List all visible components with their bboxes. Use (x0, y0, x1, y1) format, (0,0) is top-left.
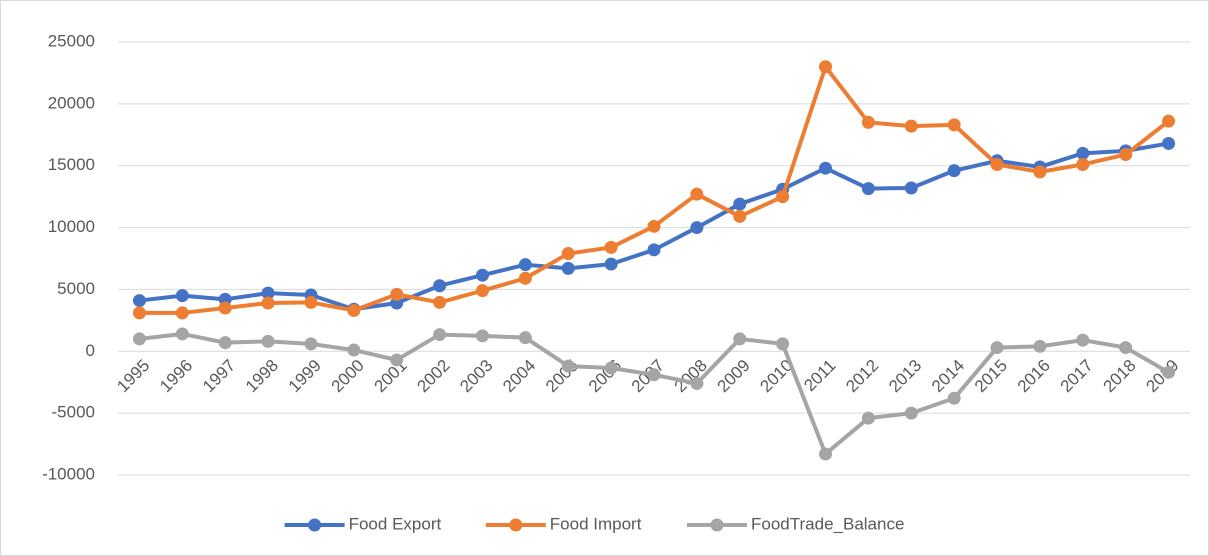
marker (1033, 339, 1047, 353)
marker (475, 284, 489, 298)
marker (175, 306, 189, 320)
legend-marker (308, 518, 322, 532)
y-tick-label: 15000 (48, 155, 95, 174)
marker (776, 337, 790, 351)
marker (218, 301, 232, 315)
marker (261, 286, 275, 300)
marker (733, 197, 747, 211)
marker (733, 332, 747, 346)
marker (604, 240, 618, 254)
marker (904, 406, 918, 420)
marker (904, 181, 918, 195)
marker (990, 157, 1004, 171)
marker (561, 247, 575, 261)
legend-label: Food Import (550, 514, 642, 533)
marker (1162, 365, 1176, 379)
marker (518, 258, 532, 272)
marker (518, 271, 532, 285)
marker (390, 287, 404, 301)
marker (261, 296, 275, 310)
marker (1076, 333, 1090, 347)
marker (947, 164, 961, 178)
marker (690, 221, 704, 235)
y-tick-label: 5000 (57, 279, 95, 298)
marker (261, 334, 275, 348)
marker (175, 327, 189, 341)
marker (690, 376, 704, 390)
marker (347, 303, 361, 317)
marker (175, 289, 189, 303)
marker (776, 190, 790, 204)
marker (132, 306, 146, 320)
legend-label: Food Export (349, 514, 442, 533)
marker (1076, 157, 1090, 171)
marker (561, 261, 575, 275)
marker (733, 209, 747, 223)
y-tick-label: 25000 (48, 31, 95, 50)
marker (390, 353, 404, 367)
marker (304, 337, 318, 351)
marker (1076, 146, 1090, 160)
marker (904, 119, 918, 133)
marker (647, 243, 661, 257)
marker (475, 268, 489, 282)
marker (304, 295, 318, 309)
marker (647, 368, 661, 382)
marker (433, 279, 447, 293)
y-tick-label: 20000 (48, 93, 95, 112)
marker (861, 182, 875, 196)
marker (1162, 114, 1176, 128)
marker (604, 257, 618, 271)
marker (1119, 148, 1133, 162)
marker (819, 161, 833, 175)
legend-marker (710, 518, 724, 532)
y-tick-label: -5000 (52, 403, 95, 422)
marker (433, 295, 447, 309)
marker (132, 294, 146, 308)
marker (690, 187, 704, 201)
marker (561, 359, 575, 373)
marker (1119, 341, 1133, 355)
marker (861, 411, 875, 425)
marker (433, 328, 447, 342)
marker (819, 60, 833, 74)
marker (819, 447, 833, 461)
marker (347, 343, 361, 357)
marker (990, 341, 1004, 355)
marker (947, 391, 961, 405)
marker (861, 115, 875, 129)
marker (518, 331, 532, 345)
y-tick-label: 0 (86, 341, 95, 360)
marker (132, 332, 146, 346)
y-tick-label: 10000 (48, 217, 95, 236)
y-tick-label: -10000 (42, 464, 95, 483)
marker (647, 219, 661, 233)
marker (1033, 165, 1047, 179)
legend-label: FoodTrade_Balance (751, 514, 904, 533)
marker (947, 118, 961, 132)
marker (475, 329, 489, 343)
legend-marker (509, 518, 523, 532)
marker (604, 361, 618, 375)
marker (218, 336, 232, 350)
marker (1162, 136, 1176, 150)
